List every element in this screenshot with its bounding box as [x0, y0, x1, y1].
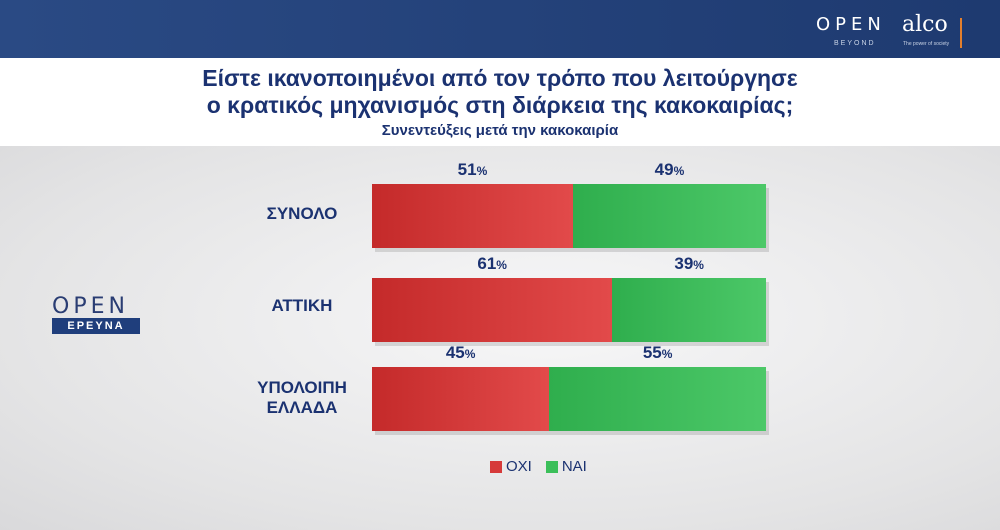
data-label: 61% — [477, 254, 507, 273]
data-label: 45% — [445, 343, 476, 362]
bar-nai — [572, 184, 766, 248]
chart-title: Είστε ικανοποιημένοι από τον τρόπο που λ… — [0, 65, 1000, 119]
open-logo: OPEN — [52, 294, 129, 319]
data-label: 39% — [674, 254, 704, 273]
legend-label-oxi: ΟΧΙ — [506, 458, 532, 475]
legend-swatch-oxi — [490, 460, 502, 473]
data-label: 51% — [457, 160, 488, 179]
data-label: 49% — [654, 160, 685, 179]
top-bar: OPEN BEYOND alco The power of society — [0, 0, 1000, 58]
open-brand-logo: OPEN — [816, 14, 886, 35]
chart-header: Είστε ικανοποιημένοι από τον τρόπο που λ… — [0, 58, 1000, 146]
chart-subtitle: Συνεντεύξεις μετά την κακοκαιρία — [381, 122, 619, 139]
bar-oxi — [372, 367, 550, 431]
legend-label-nai: ΝΑΙ — [561, 458, 587, 475]
bar-nai — [549, 367, 766, 431]
data-label: 55% — [642, 343, 673, 362]
bar-oxi — [372, 278, 613, 342]
category-label: ΥΠΟΛΟΙΠΗ ΕΛΛΑΔΑ — [257, 378, 347, 417]
brand-separator — [960, 18, 962, 48]
chart-legend: ΟΧΙ ΝΑΙ — [490, 458, 587, 475]
alco-tagline: The power of society — [903, 41, 950, 47]
alco-logo: alco — [902, 12, 948, 37]
legend-swatch-nai — [545, 460, 558, 473]
title-line-1: Είστε ικανοποιημένοι από τον τρόπο που λ… — [202, 65, 798, 91]
beyond-tagline: BEYOND — [834, 40, 876, 47]
category-label: ΣΥΝΟΛΟ — [266, 204, 338, 223]
title-line-2: ο κρατικός μηχανισμός στη διάρκεια της κ… — [206, 92, 794, 118]
bar-nai — [612, 278, 766, 342]
bar-oxi — [372, 184, 573, 248]
category-label: ΑΤΤΙΚΗ — [271, 296, 333, 315]
ereyna-logo-badge: ΕΡΕΥΝΑ — [52, 318, 140, 334]
